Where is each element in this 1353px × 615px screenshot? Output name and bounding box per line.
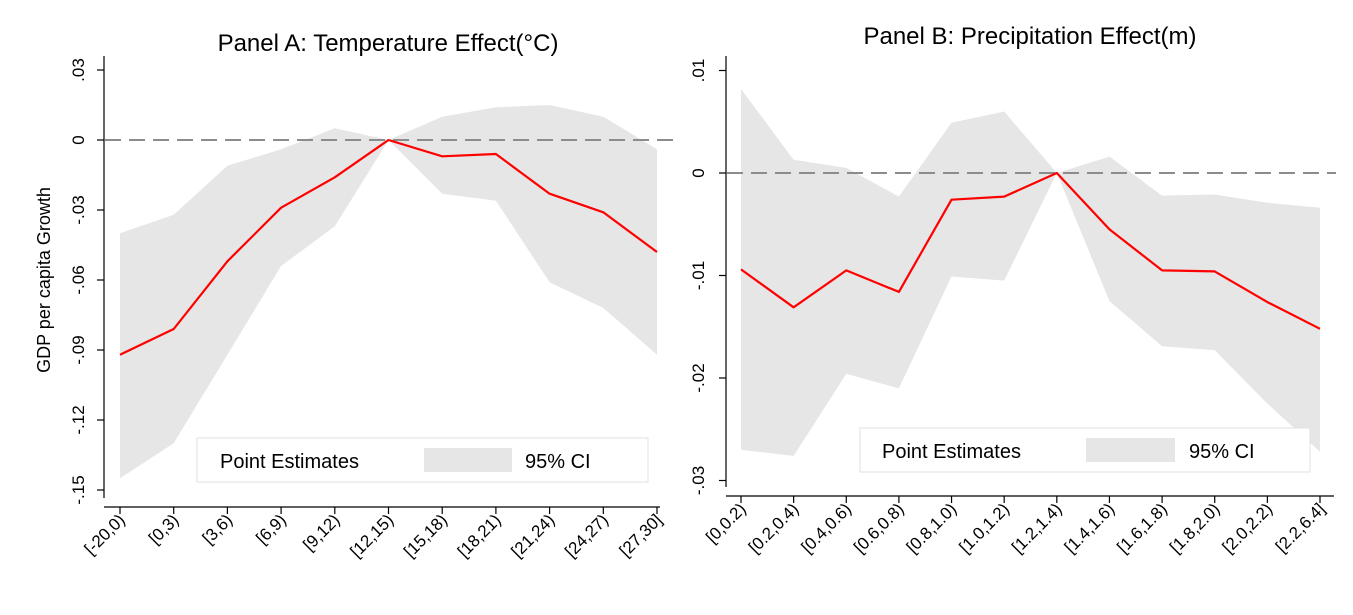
panel-a-legend-estimates-label: Point Estimates — [220, 451, 359, 473]
panel-a-y-tick-label: -.12 — [69, 405, 88, 434]
panel-b-y-tick-label: -.03 — [689, 466, 708, 495]
panel-b-legend-ci-label: 95% CI — [1189, 441, 1255, 463]
panel-b-legend: Point Estimates 95% CI — [859, 427, 1311, 473]
panel-a-legend-ci-swatch — [424, 448, 512, 472]
panel-a-ci-band — [120, 105, 657, 479]
panel-a-y-tick-label: .03 — [69, 58, 88, 82]
panel-a-title: Panel A: Temperature Effect(°C) — [218, 30, 559, 57]
panel-b-legend-box — [859, 427, 1311, 473]
panel-b-legend-ci-swatch — [1086, 438, 1175, 462]
panel-b-title: Panel B: Precipitation Effect(m) — [863, 23, 1196, 50]
panel-a-y-tick-label: -.09 — [69, 335, 88, 364]
panel-a-estimate-line — [119, 138, 658, 356]
panel-b-estimate-line — [740, 171, 1321, 330]
panel-a-y-axis-label: GDP per capita Growth — [34, 187, 54, 373]
panel-a-y-ticks: .03 0 -.03 -.06 -.09 -.12 -.15 — [69, 58, 104, 505]
panel-a-legend: Point Estimates 95% CI — [196, 437, 649, 483]
panel-b-y-tick-label: 0 — [689, 168, 708, 177]
panel-b-y-tick-label: .01 — [689, 59, 708, 83]
panel-b-y-ticks: .01 0 -.01 -.02 -.03 — [689, 59, 726, 495]
panel-b-ci-band — [741, 88, 1320, 456]
panel-b-y-tick-label: -.02 — [689, 363, 708, 392]
panel-b-legend-estimates-label: Point Estimates — [882, 441, 1021, 463]
panel-a-y-tick-label: 0 — [69, 135, 88, 144]
panel-a-y-tick-label: -.15 — [69, 475, 88, 504]
panel-a-y-tick-label: -.03 — [69, 195, 88, 224]
panel-a-legend-ci-label: 95% CI — [525, 451, 591, 473]
panel-a-legend-box — [196, 437, 649, 483]
panel-b-y-tick-label: -.01 — [689, 261, 708, 290]
panel-a-y-tick-label: -.06 — [69, 265, 88, 294]
